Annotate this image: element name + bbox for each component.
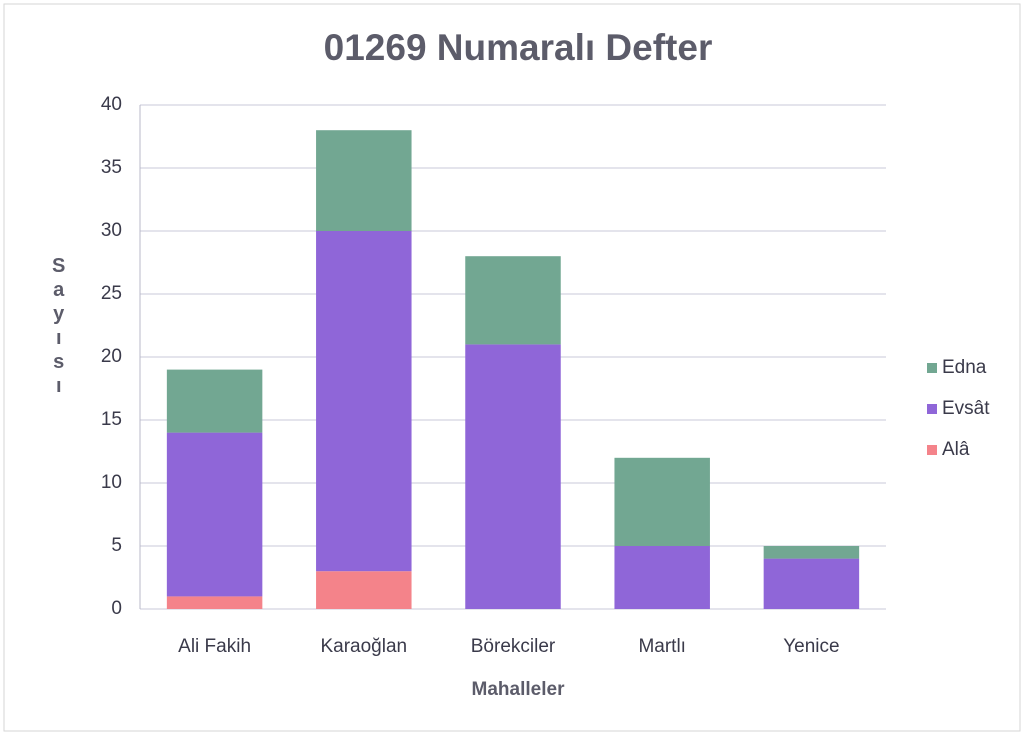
x-tick-label: Yenice [783, 636, 839, 657]
legend-swatch [927, 404, 937, 414]
bar-segment [763, 558, 860, 609]
y-tick-label: 15 [101, 409, 122, 430]
x-tick-label: Ali Fakih [178, 636, 251, 657]
bar-segment [166, 596, 263, 609]
bar-segment [166, 369, 263, 433]
x-tick-label: Karaoğlan [320, 636, 407, 657]
legend-label: Edna [942, 357, 987, 378]
bar-segment [465, 256, 561, 345]
y-tick-label: 25 [101, 283, 122, 304]
legend-label: Alâ [942, 439, 970, 460]
bar-segment [316, 130, 412, 231]
x-tick-label: Börekciler [471, 636, 556, 657]
y-tick-label: 30 [101, 220, 122, 241]
bar-segment [465, 344, 561, 609]
bar-segment [316, 571, 412, 609]
x-tick-label: Martlı [638, 636, 686, 657]
chart-title: 01269 Numaralı Defter [324, 27, 713, 68]
y-tick-label: 10 [101, 472, 122, 493]
x-axis-label: Mahalleler [472, 679, 566, 700]
y-tick-label: 40 [101, 94, 122, 115]
bar-segment [166, 432, 263, 597]
y-tick-label: 0 [111, 598, 122, 619]
legend-swatch [927, 363, 937, 373]
legend-label: Evsât [942, 398, 990, 419]
y-axis-label: Sayısı [48, 255, 70, 399]
y-tick-label: 35 [101, 157, 122, 178]
bar-segment [614, 457, 710, 546]
bar-segment [614, 546, 710, 609]
y-tick-label: 20 [101, 346, 122, 367]
y-tick-label: 5 [111, 535, 122, 556]
legend-swatch [927, 445, 937, 455]
bar-segment [316, 231, 412, 572]
bar-segment [763, 546, 860, 559]
